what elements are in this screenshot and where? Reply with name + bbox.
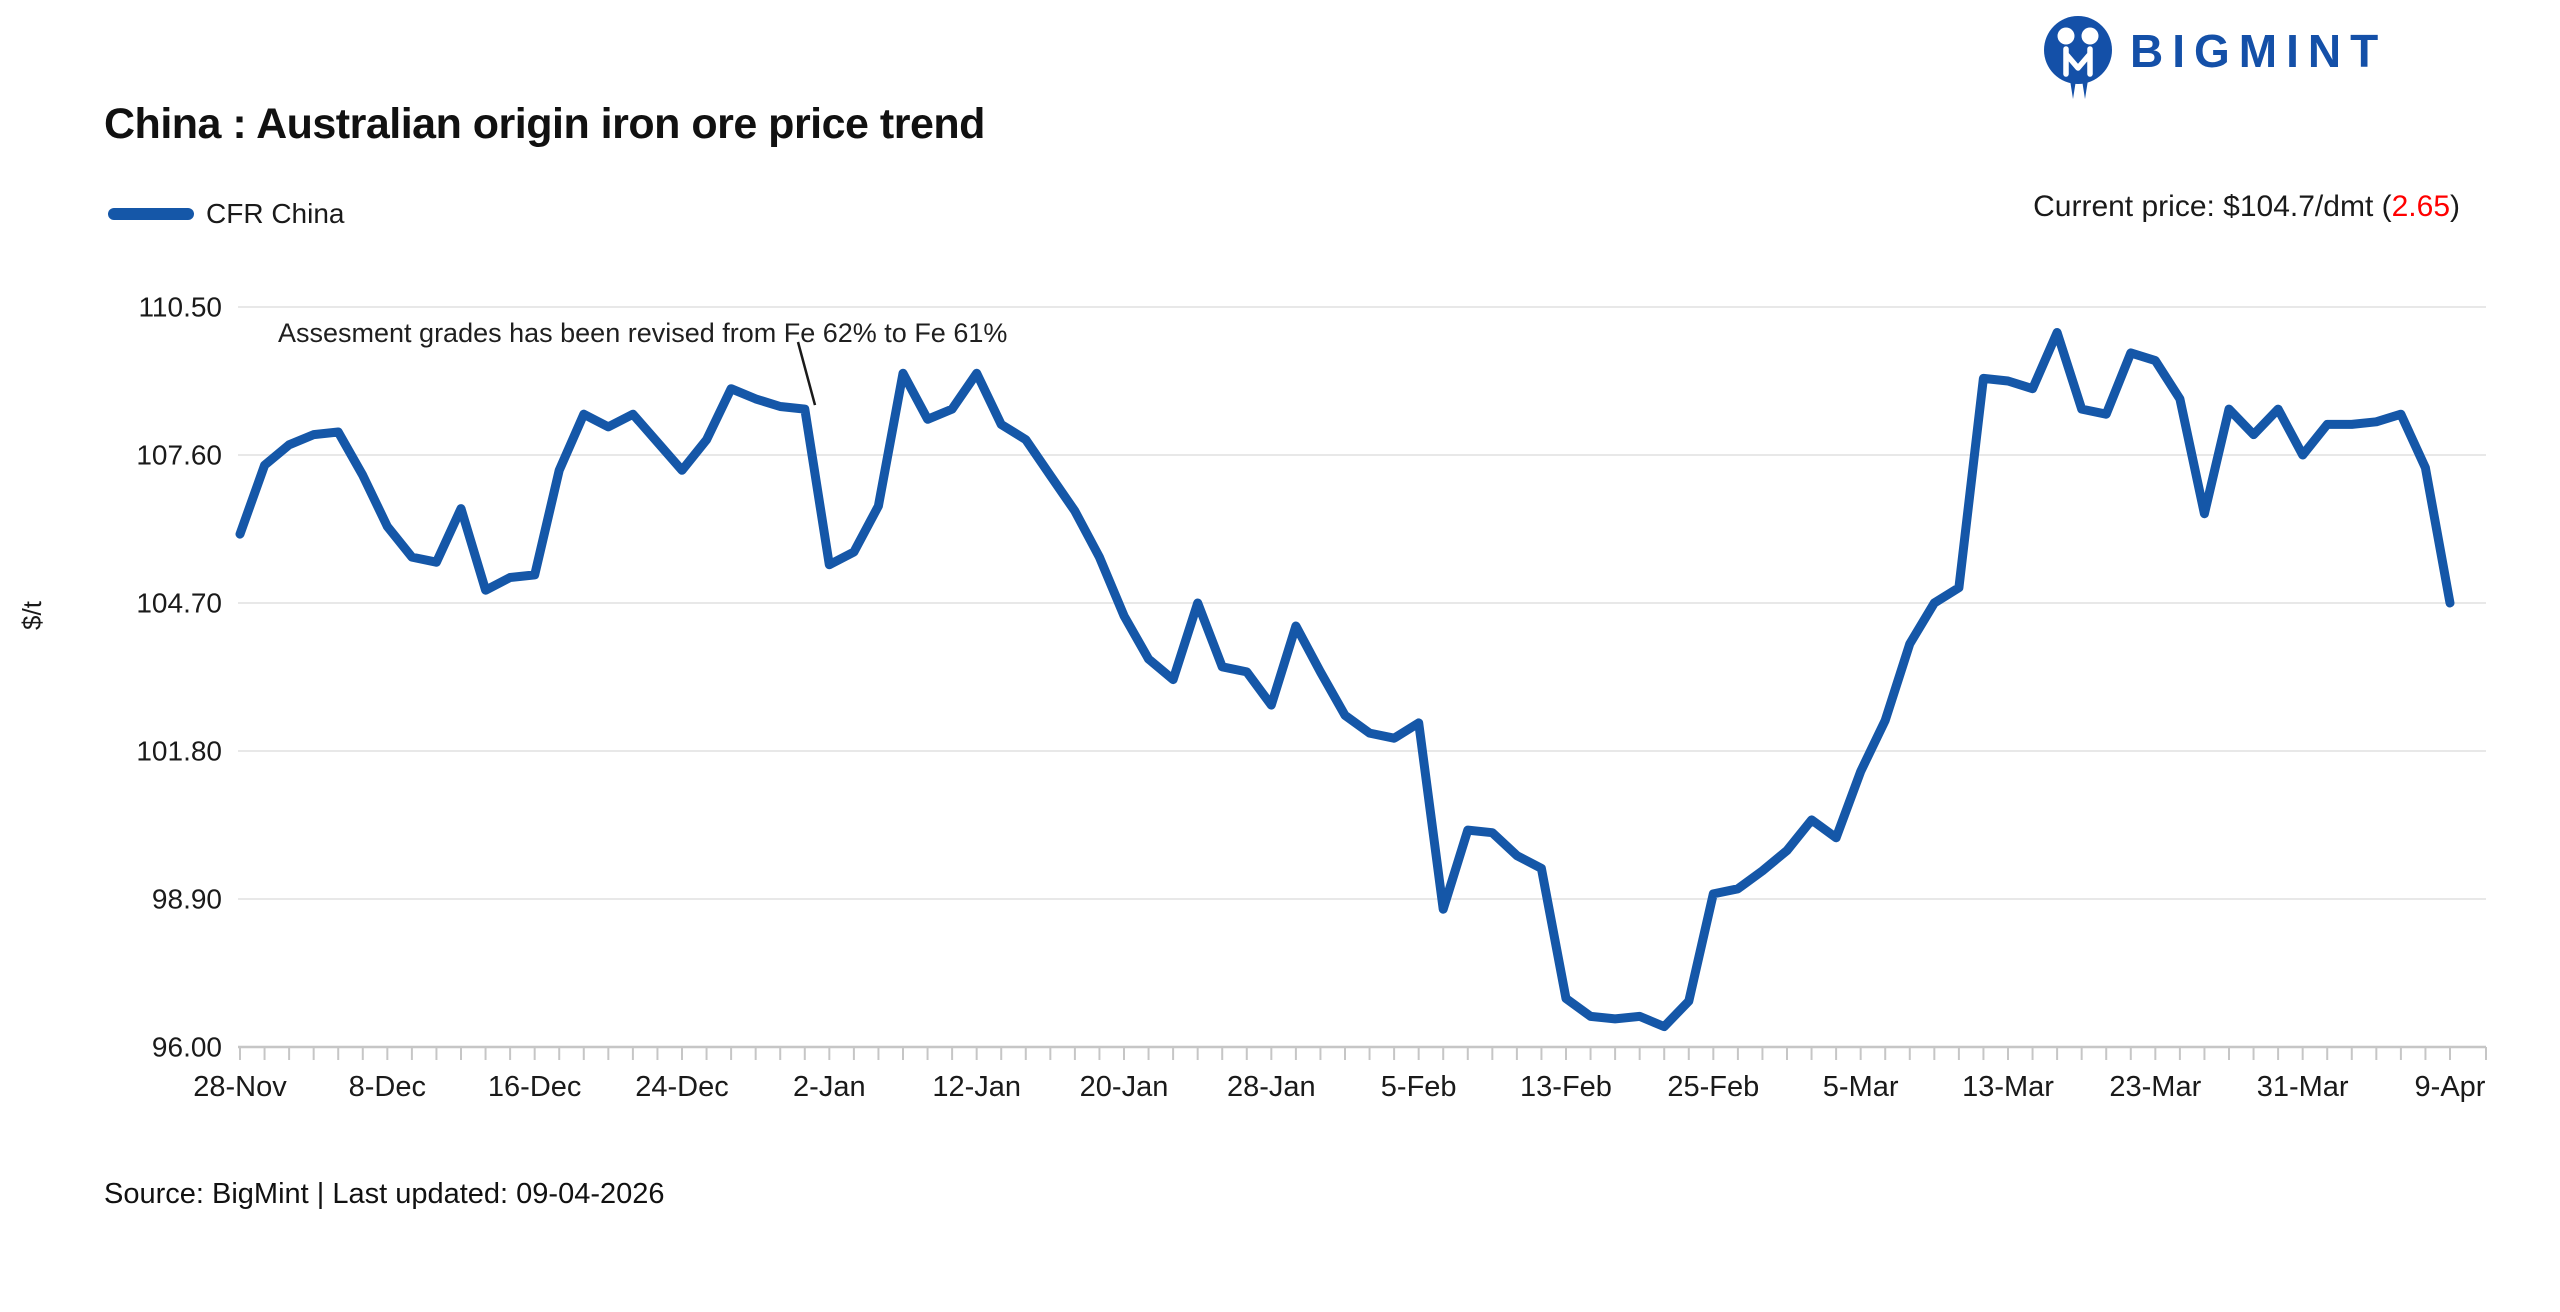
source-note: Source: BigMint | Last updated: 09-04-20… bbox=[104, 1178, 665, 1210]
page-title: China : Australian origin iron ore price… bbox=[104, 100, 985, 148]
bigmint-logo-mark bbox=[2044, 16, 2112, 99]
x-tick-label: 5-Mar bbox=[1823, 1071, 1899, 1103]
current-price-suffix: ) bbox=[2450, 190, 2460, 223]
current-price-change: 2.65 bbox=[2391, 190, 2450, 223]
y-tick-label: 101.80 bbox=[136, 736, 222, 767]
annotation-label: Assesment grades has been revised from F… bbox=[278, 318, 1008, 348]
x-tick-label: 24-Dec bbox=[635, 1071, 729, 1103]
y-axis-unit-label: $/t bbox=[16, 601, 47, 630]
current-price: Current price: $104.7/dmt (2.65) bbox=[2033, 190, 2460, 224]
x-tick-label: 5-Feb bbox=[1381, 1071, 1457, 1103]
bigmint-logo: BIGMINT bbox=[2044, 16, 2387, 99]
x-tick-label: 13-Mar bbox=[1962, 1071, 2054, 1103]
x-tick-label: 28-Jan bbox=[1227, 1071, 1316, 1103]
legend-label: CFR China bbox=[206, 198, 345, 229]
x-tick-label: 2-Jan bbox=[793, 1071, 866, 1103]
y-tick-label: 98.90 bbox=[152, 884, 222, 915]
legend-swatch-cfr-china bbox=[108, 208, 194, 220]
y-tick-label: 104.70 bbox=[136, 588, 222, 619]
x-tick-label: 23-Mar bbox=[2109, 1071, 2201, 1103]
bigmint-logo-text: BIGMINT bbox=[2130, 25, 2387, 77]
x-tick-label: 31-Mar bbox=[2257, 1071, 2349, 1103]
x-tick-label: 16-Dec bbox=[488, 1071, 582, 1103]
x-tick-label: 20-Jan bbox=[1080, 1071, 1169, 1103]
x-tick-label: 13-Feb bbox=[1520, 1071, 1612, 1103]
current-price-prefix: Current price: $104.7/dmt ( bbox=[2033, 190, 2392, 223]
x-tick-label: 8-Dec bbox=[349, 1071, 426, 1103]
y-tick-label: 110.50 bbox=[138, 292, 222, 323]
y-tick-label: 107.60 bbox=[136, 440, 222, 471]
y-tick-label: 96.00 bbox=[152, 1032, 222, 1063]
x-tick-label: 25-Feb bbox=[1667, 1071, 1759, 1103]
x-tick-label: 9-Apr bbox=[2415, 1071, 2486, 1103]
x-tick-label: 12-Jan bbox=[932, 1071, 1021, 1103]
cfr-china-price-line bbox=[235, 328, 2455, 1032]
legend: CFR China bbox=[108, 198, 344, 230]
annotation-leader-line bbox=[796, 341, 817, 406]
x-tick-label: 28-Nov bbox=[193, 1071, 287, 1103]
